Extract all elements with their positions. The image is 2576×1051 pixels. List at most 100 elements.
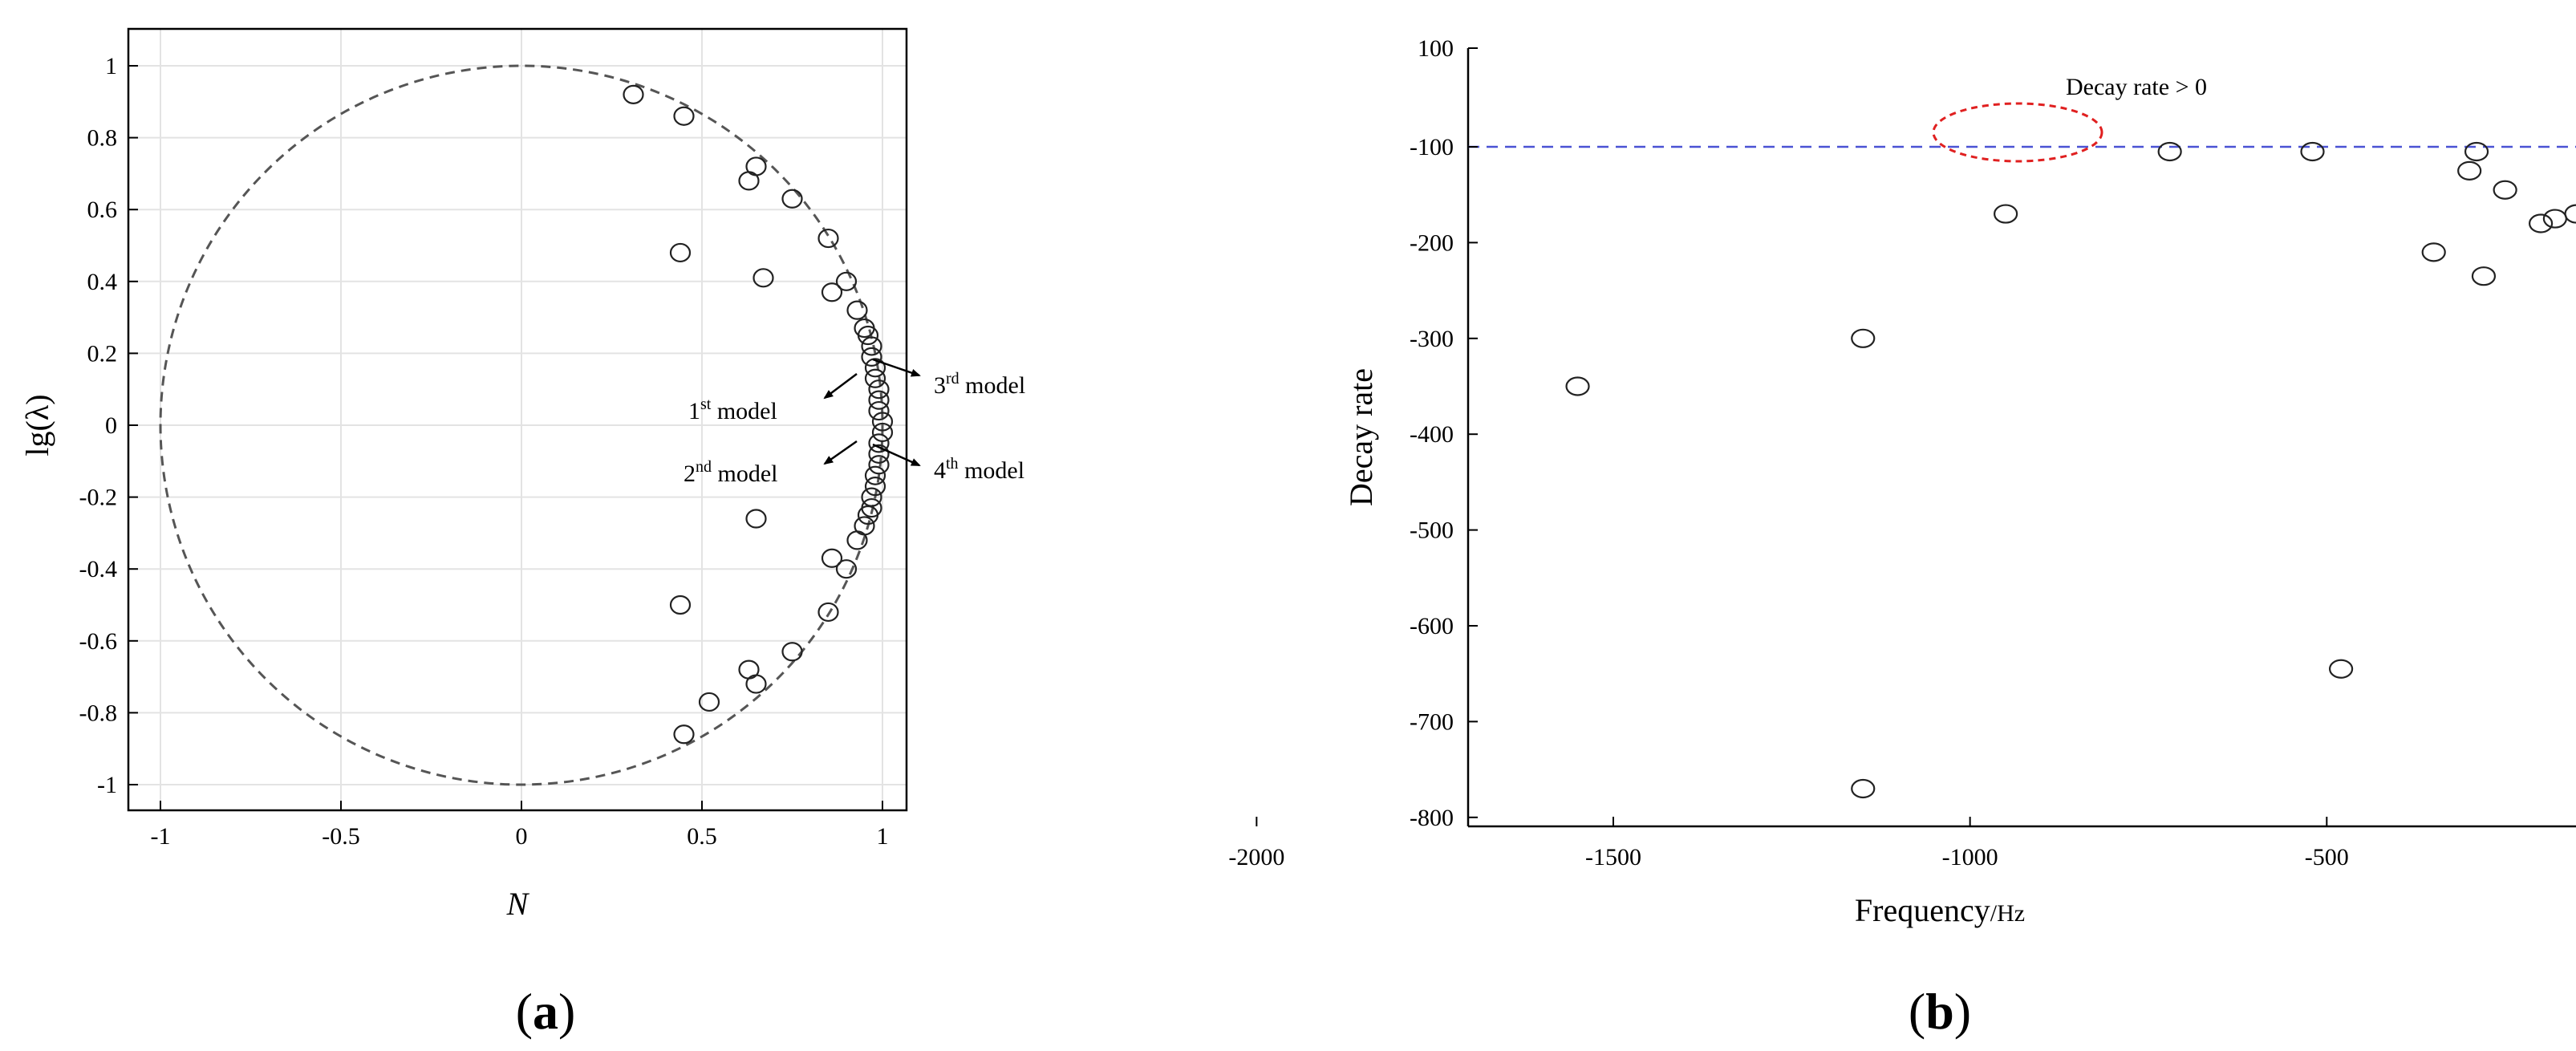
- panel-a-y-tick-label: -0.2: [79, 485, 118, 511]
- panel-b-y-tick-label: -700: [1410, 708, 1454, 735]
- arrow-4th-model: [872, 443, 921, 467]
- arrow-2nd-model: [823, 440, 858, 465]
- panel-b-point: [2493, 180, 2517, 200]
- panel-a-point: [846, 530, 868, 550]
- panel-a-point: [821, 548, 843, 568]
- arrow-3rd-model: [872, 358, 921, 377]
- panel-b-x-tick-label: -1500: [1585, 844, 1641, 870]
- panel-a-y-ticks: 1 0.8 0.6 0.4 0.2 0 -0.2 -0.4 -0.6 -0.8 -1: [79, 53, 138, 798]
- panel-a-point: [871, 422, 894, 443]
- annotation-2nd-model: 2nd model: [684, 458, 778, 487]
- panel-a-point: [861, 336, 882, 356]
- panel-a-point: [864, 465, 886, 485]
- panel-a-points: [623, 84, 894, 745]
- panel-b-y-tick-label: 100: [1418, 35, 1454, 62]
- annotation-1st-model: 1st model: [688, 396, 777, 424]
- decay-rate-annotation: Decay rate > 0: [2066, 74, 2207, 100]
- panel-b-point: [2300, 141, 2325, 162]
- panel-a-x-axis-title: N: [506, 886, 530, 922]
- panel-a-y-tick-label: 0.4: [87, 269, 118, 295]
- panel-a-point: [846, 300, 868, 320]
- panel-a-point: [738, 659, 760, 680]
- panel-a-y-tick-label: -1: [97, 772, 117, 798]
- panel-a-y-tick-label: 0.6: [87, 197, 118, 223]
- panel-b-y-tick-label: -800: [1410, 805, 1454, 831]
- panel-b-point: [2528, 213, 2554, 233]
- panel-b-point: [2542, 209, 2567, 229]
- panel-b-point: [1994, 204, 2018, 224]
- panel-a-x-tick-label: 0.5: [687, 823, 717, 850]
- panel-a-unit-circle: [159, 64, 884, 786]
- panel-b-point: [2564, 204, 2576, 224]
- panel-a-x-ticks: -1 -0.5 0 0.5 1: [151, 801, 889, 850]
- panel-a-point: [868, 455, 890, 475]
- panel-a-point: [857, 325, 879, 346]
- panel-a-point: [781, 189, 803, 209]
- panel-b-y-tick-label: -200: [1410, 229, 1454, 256]
- panel-a-point: [835, 559, 858, 579]
- panel-b-x-axis-title: Frequency/Hz: [1855, 892, 2025, 928]
- panel-b-y-tick-label: -300: [1410, 326, 1454, 352]
- panel-b-x-tick-label: -1000: [1942, 844, 1998, 870]
- panel-a-y-tick-label: -0.6: [79, 628, 118, 655]
- panel-a-point: [864, 477, 886, 497]
- panel-a-point: [868, 444, 890, 464]
- panel-b-point: [1851, 778, 1876, 799]
- panel-b-point: [2157, 141, 2182, 162]
- panel-b-x-tick-label: -2000: [1228, 844, 1284, 870]
- panel-a-point: [738, 171, 760, 191]
- panel-a-y-axis-title: lg(λ): [19, 394, 55, 456]
- panel-a-plot-frame: [127, 27, 908, 812]
- panel-a-x-tick-label: 1: [877, 823, 889, 850]
- panel-a-point: [673, 106, 695, 126]
- panel-b-x-ticks: -2000-1500-1000-5000500100015002000: [1228, 817, 2349, 870]
- panel-a-point: [673, 724, 695, 745]
- panel-a-point: [857, 505, 879, 526]
- annotation-3rd-model: 3rd model: [934, 370, 1025, 399]
- panel-b-reference-lines: [1468, 145, 2576, 148]
- panel-b-y-tick-label: -500: [1410, 517, 1454, 544]
- panel-b-point: [1565, 376, 1590, 396]
- panel-a-point: [871, 412, 894, 432]
- panel-a-y-tick-label: 0.2: [87, 340, 118, 367]
- panel-b-point: [2471, 266, 2497, 286]
- panel-a-y-tick-label: 0: [105, 412, 117, 439]
- panel-b-y-tick-label: -600: [1410, 613, 1454, 639]
- panel-b-points: [1565, 141, 2576, 799]
- panel-a-point: [868, 400, 890, 421]
- panel-a-model-arrows: [823, 358, 921, 467]
- arrow-1st-model: [823, 373, 858, 400]
- panel-a-grid: [128, 29, 907, 810]
- panel-b-point: [2464, 141, 2489, 162]
- panel-a-y-tick-label: 1: [105, 53, 117, 79]
- annotation-4th-model: 4th model: [934, 455, 1024, 484]
- panel-a-point: [623, 84, 644, 104]
- panel-b: -2000-1500-1000-5000500100015002000 100-…: [1228, 35, 2576, 1040]
- panel-a-point: [817, 228, 839, 249]
- panel-a-label: (a): [516, 983, 576, 1040]
- panel-a-point: [781, 642, 803, 662]
- panel-b-y-ticks: 100 -100 -200 -300 -400 -500 -600 -700 -800: [1410, 35, 1478, 831]
- panel-a-point: [817, 602, 839, 623]
- panel-a-x-tick-label: 0: [516, 823, 528, 850]
- panel-b-point: [2457, 160, 2482, 181]
- panel-b-point: [2328, 659, 2354, 679]
- panel-a-point: [821, 282, 843, 302]
- panel-a-y-tick-label: 0.8: [87, 125, 118, 152]
- panel-a-point: [868, 433, 890, 453]
- positive-decay-highlight-ellipse: [1932, 102, 2103, 163]
- panel-a-point: [868, 379, 890, 400]
- panel-a-point: [864, 368, 886, 388]
- panel-a-point: [835, 271, 858, 291]
- panel-a-point: [861, 347, 882, 367]
- panel-a-x-tick-label: -0.5: [322, 823, 360, 850]
- panel-a-point: [753, 268, 774, 288]
- panel-a-point: [669, 242, 692, 263]
- panel-a-point: [698, 692, 720, 712]
- panel-a-point: [745, 509, 767, 529]
- panel-a-y-tick-label: -0.8: [79, 700, 118, 726]
- panel-a-y-tick-label: -0.4: [79, 556, 118, 582]
- panel-b-point: [1851, 328, 1876, 348]
- panel-a-point: [864, 358, 886, 378]
